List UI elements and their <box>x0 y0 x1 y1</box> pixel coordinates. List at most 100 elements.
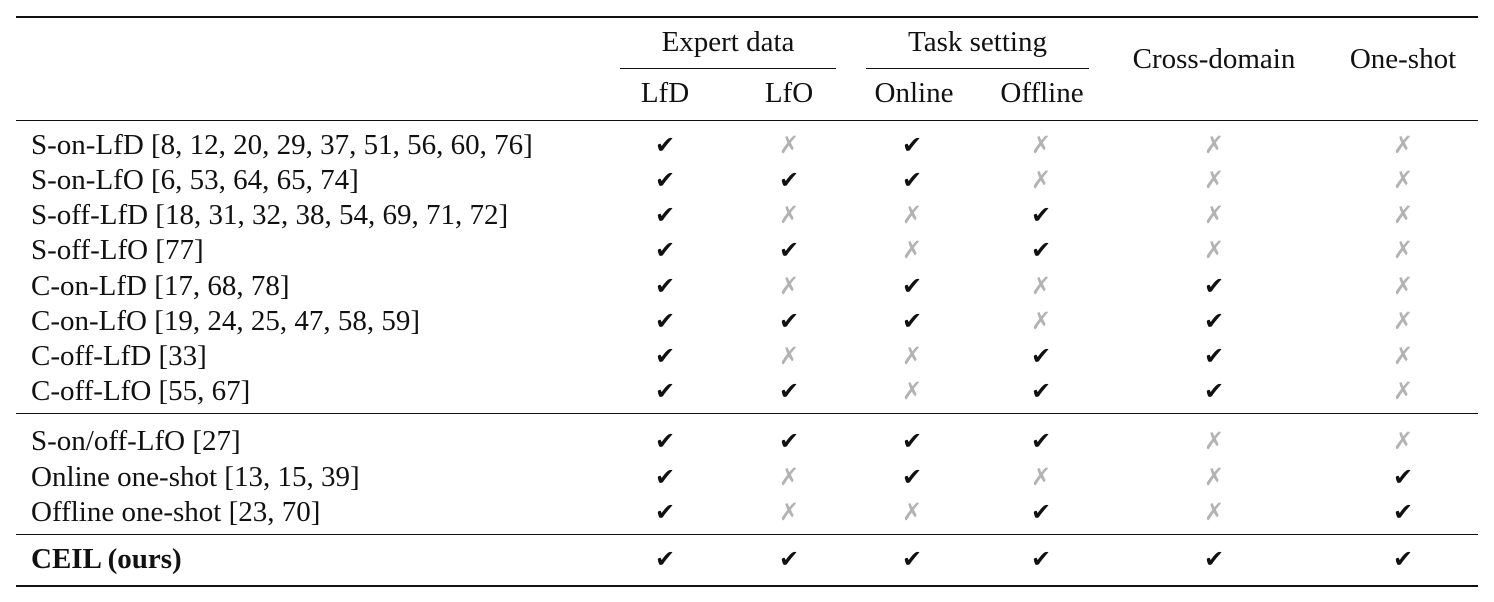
cross-mark-icon: ✗ <box>778 131 800 159</box>
cross-mark-icon: ✗ <box>901 377 923 405</box>
table-row: C-off-LfD [33] ✔ ✗ ✗ ✔ ✔ ✗ <box>0 338 1494 374</box>
check-mark-icon: ✔ <box>1203 545 1225 573</box>
table-row: CEIL (ours) ✔ ✔ ✔ ✔ ✔ ✔ <box>0 541 1494 577</box>
check-mark-icon: ✔ <box>654 307 676 335</box>
cross-mark-icon: ✗ <box>1030 166 1052 194</box>
header-online: Online <box>874 77 954 109</box>
check-mark-icon: ✔ <box>778 545 800 573</box>
check-mark-icon: ✔ <box>1392 463 1414 491</box>
table-row: C-off-LfO [55, 67] ✔ ✔ ✗ ✔ ✔ ✗ <box>0 373 1494 409</box>
check-mark-icon: ✔ <box>901 427 923 455</box>
check-mark-icon: ✔ <box>901 463 923 491</box>
cross-mark-icon: ✗ <box>1203 236 1225 264</box>
cross-mark-icon: ✗ <box>901 201 923 229</box>
check-mark-icon: ✔ <box>778 236 800 264</box>
expert-data-cmidrule <box>620 68 836 70</box>
check-mark-icon: ✔ <box>654 236 676 264</box>
method-name: Offline one-shot [23, 70] <box>31 496 321 528</box>
header-expert-data: Expert data <box>661 26 795 58</box>
cross-mark-icon: ✗ <box>1030 272 1052 300</box>
check-mark-icon: ✔ <box>654 545 676 573</box>
header-offline: Offline <box>1000 77 1084 109</box>
cross-mark-icon: ✗ <box>1203 166 1225 194</box>
cross-mark-icon: ✗ <box>1392 427 1414 455</box>
cross-mark-icon: ✗ <box>1203 201 1225 229</box>
header-cross-domain: Cross-domain <box>1132 43 1296 75</box>
check-mark-icon: ✔ <box>654 427 676 455</box>
cross-mark-icon: ✗ <box>1392 307 1414 335</box>
check-mark-icon: ✔ <box>1203 307 1225 335</box>
table-row: S-on/off-LfO [27] ✔ ✔ ✔ ✔ ✗ ✗ <box>0 423 1494 459</box>
check-mark-icon: ✔ <box>901 131 923 159</box>
table-row: S-off-LfD [18, 31, 32, 38, 54, 69, 71, 7… <box>0 197 1494 233</box>
check-mark-icon: ✔ <box>1203 272 1225 300</box>
cross-mark-icon: ✗ <box>1392 131 1414 159</box>
check-mark-icon: ✔ <box>654 498 676 526</box>
method-name: S-off-LfO [77] <box>31 234 204 266</box>
cross-mark-icon: ✗ <box>778 463 800 491</box>
top-rule <box>16 16 1478 18</box>
cross-mark-icon: ✗ <box>1203 463 1225 491</box>
table-row: S-on-LfD [8, 12, 20, 29, 37, 51, 56, 60,… <box>0 127 1494 163</box>
check-mark-icon: ✔ <box>1203 377 1225 405</box>
check-mark-icon: ✔ <box>1392 498 1414 526</box>
table-row: Online one-shot [13, 15, 39] ✔ ✗ ✔ ✗ ✗ ✔ <box>0 459 1494 495</box>
cross-mark-icon: ✗ <box>1392 272 1414 300</box>
cross-mark-icon: ✗ <box>778 498 800 526</box>
table-row: S-off-LfO [77] ✔ ✔ ✗ ✔ ✗ ✗ <box>0 232 1494 268</box>
cross-mark-icon: ✗ <box>1392 377 1414 405</box>
cross-mark-icon: ✗ <box>1203 131 1225 159</box>
table-row: Offline one-shot [23, 70] ✔ ✗ ✗ ✔ ✗ ✔ <box>0 494 1494 530</box>
check-mark-icon: ✔ <box>654 201 676 229</box>
cross-mark-icon: ✗ <box>1392 236 1414 264</box>
header-task-setting: Task setting <box>908 26 1047 58</box>
cross-mark-icon: ✗ <box>901 236 923 264</box>
check-mark-icon: ✔ <box>1392 545 1414 573</box>
cross-mark-icon: ✗ <box>1203 498 1225 526</box>
cross-mark-icon: ✗ <box>778 342 800 370</box>
method-name: S-off-LfD [18, 31, 32, 38, 54, 69, 71, 7… <box>31 199 509 231</box>
cross-mark-icon: ✗ <box>778 272 800 300</box>
cross-mark-icon: ✗ <box>1030 307 1052 335</box>
check-mark-icon: ✔ <box>654 463 676 491</box>
cross-mark-icon: ✗ <box>1392 201 1414 229</box>
method-name: C-off-LfD [33] <box>31 340 207 372</box>
method-name: S-on-LfD [8, 12, 20, 29, 37, 51, 56, 60,… <box>31 129 533 161</box>
method-name: S-on/off-LfO [27] <box>31 425 241 457</box>
check-mark-icon: ✔ <box>1030 498 1052 526</box>
header-lfd: LfD <box>640 77 690 109</box>
group-separator-rule <box>16 413 1478 415</box>
check-mark-icon: ✔ <box>1030 201 1052 229</box>
cross-mark-icon: ✗ <box>1392 342 1414 370</box>
table-row: C-on-LfO [19, 24, 25, 47, 58, 59] ✔ ✔ ✔ ✗ ✔ ✗ <box>0 303 1494 339</box>
bottom-rule <box>16 585 1478 587</box>
method-name: C-on-LfD [17, 68, 78] <box>31 270 290 302</box>
header-one-shot: One-shot <box>1349 43 1457 75</box>
cross-mark-icon: ✗ <box>1030 131 1052 159</box>
check-mark-icon: ✔ <box>901 307 923 335</box>
method-name: C-on-LfO [19, 24, 25, 47, 58, 59] <box>31 305 421 337</box>
check-mark-icon: ✔ <box>654 377 676 405</box>
cross-mark-icon: ✗ <box>901 342 923 370</box>
method-name: S-on-LfO [6, 53, 64, 65, 74] <box>31 164 359 196</box>
check-mark-icon: ✔ <box>778 377 800 405</box>
check-mark-icon: ✔ <box>1030 342 1052 370</box>
table-row: S-on-LfO [6, 53, 64, 65, 74] ✔ ✔ ✔ ✗ ✗ ✗ <box>0 162 1494 198</box>
cross-mark-icon: ✗ <box>1203 427 1225 455</box>
cross-mark-icon: ✗ <box>778 201 800 229</box>
check-mark-icon: ✔ <box>1030 236 1052 264</box>
method-name: Online one-shot [13, 15, 39] <box>31 461 360 493</box>
check-mark-icon: ✔ <box>901 166 923 194</box>
check-mark-icon: ✔ <box>654 166 676 194</box>
table-row: C-on-LfD [17, 68, 78] ✔ ✗ ✔ ✗ ✔ ✗ <box>0 268 1494 304</box>
check-mark-icon: ✔ <box>1203 342 1225 370</box>
check-mark-icon: ✔ <box>778 307 800 335</box>
cross-mark-icon: ✗ <box>1392 166 1414 194</box>
check-mark-icon: ✔ <box>1030 545 1052 573</box>
check-mark-icon: ✔ <box>654 131 676 159</box>
check-mark-icon: ✔ <box>1030 427 1052 455</box>
check-mark-icon: ✔ <box>778 427 800 455</box>
check-mark-icon: ✔ <box>901 272 923 300</box>
header-lfo: LfO <box>764 77 814 109</box>
method-name: CEIL (ours) <box>31 543 182 575</box>
